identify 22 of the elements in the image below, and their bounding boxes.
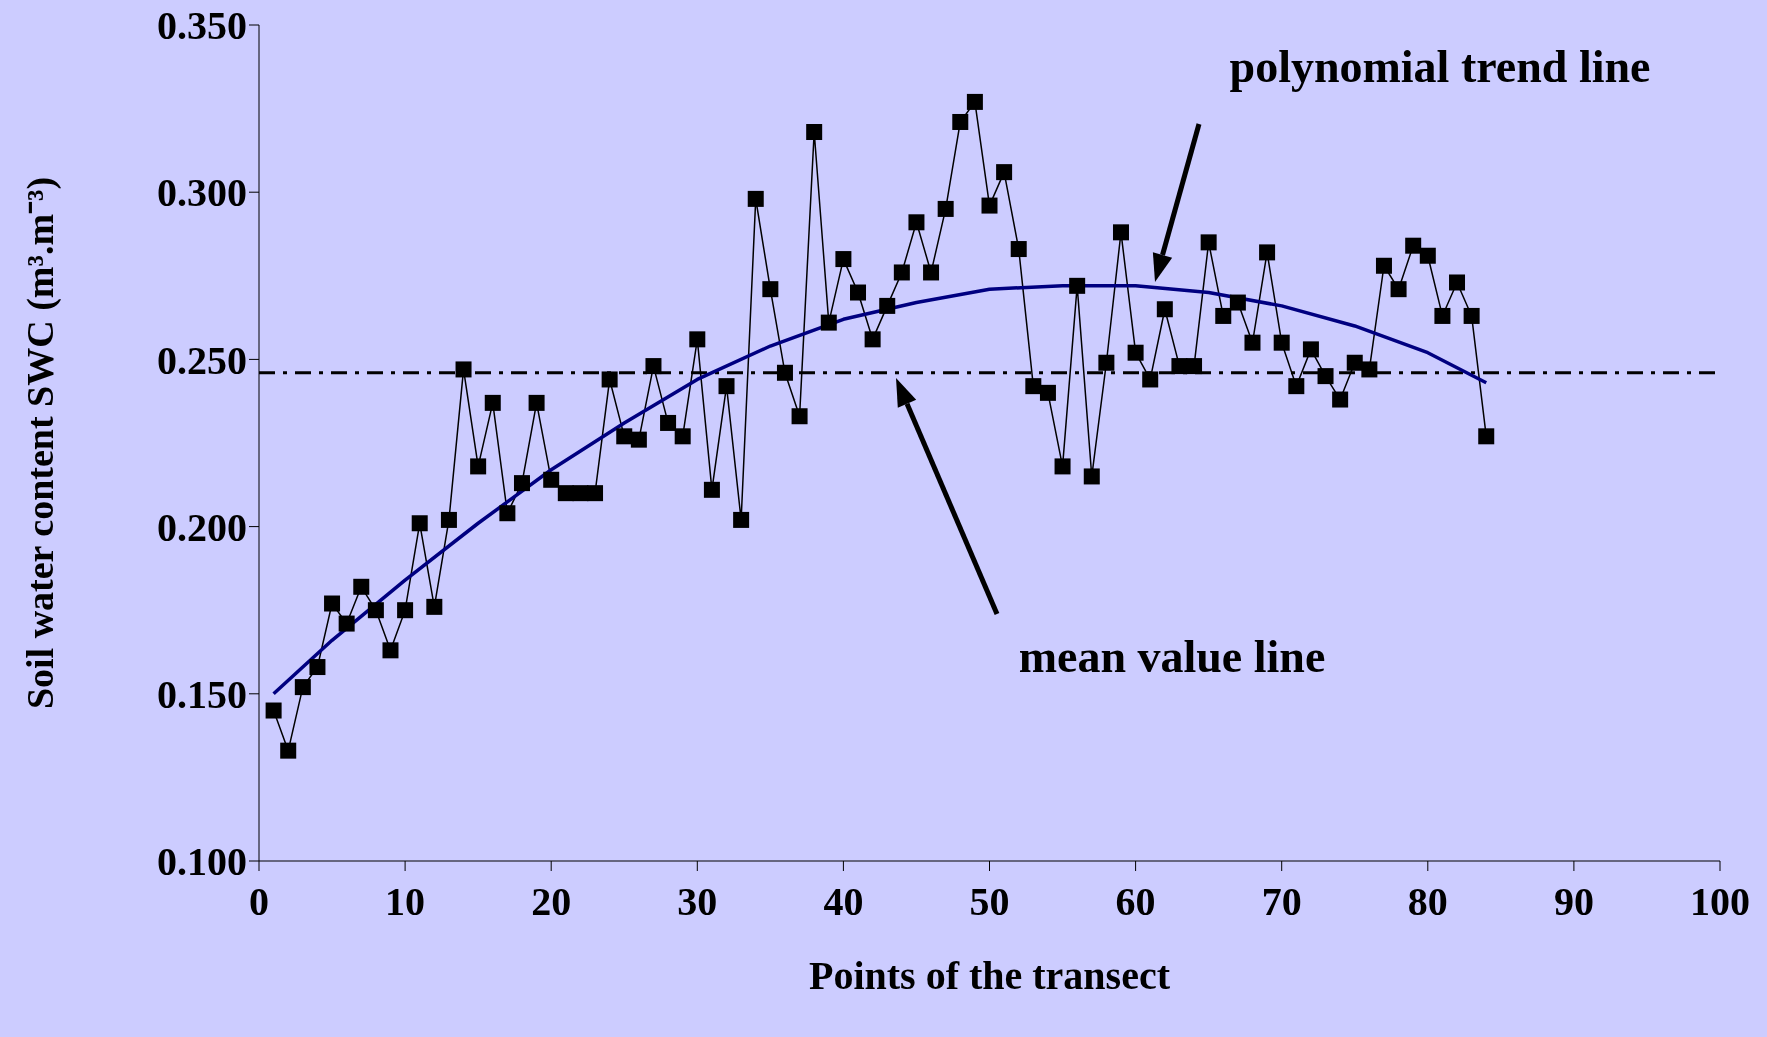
x-tick-label: 30 xyxy=(677,879,718,925)
line-series xyxy=(271,284,1488,696)
y-tick-label: 0.350 xyxy=(157,3,247,49)
x-tick-label: 80 xyxy=(1407,879,1448,925)
y-tick-label: 0.250 xyxy=(157,337,247,383)
y-tick-label: 0.150 xyxy=(157,672,247,717)
x-tick-label: 50 xyxy=(969,879,1010,925)
x-tick-label: 90 xyxy=(1553,879,1594,925)
annotation: polynomial trend line xyxy=(1229,41,1651,92)
x-tick-label: 0 xyxy=(249,879,269,925)
x-axis-title: Points of the transect xyxy=(808,953,1171,998)
annotation: mean value line xyxy=(1018,631,1326,682)
y-tick-label: 0.300 xyxy=(157,170,247,216)
x-tick-label: 10 xyxy=(385,879,426,925)
x-tick-label: 70 xyxy=(1261,879,1302,925)
x-tick-label: 20 xyxy=(531,879,572,925)
x-tick-label: 40 xyxy=(823,879,864,925)
y-axis-title: Soil water content SWC (m³.m⁻³) xyxy=(19,176,63,710)
x-tick-label: 100 xyxy=(1690,879,1750,925)
y-tick-label: 0.100 xyxy=(157,839,247,885)
x-tick-label: 60 xyxy=(1115,879,1156,925)
y-tick-label: 0.200 xyxy=(157,504,247,550)
